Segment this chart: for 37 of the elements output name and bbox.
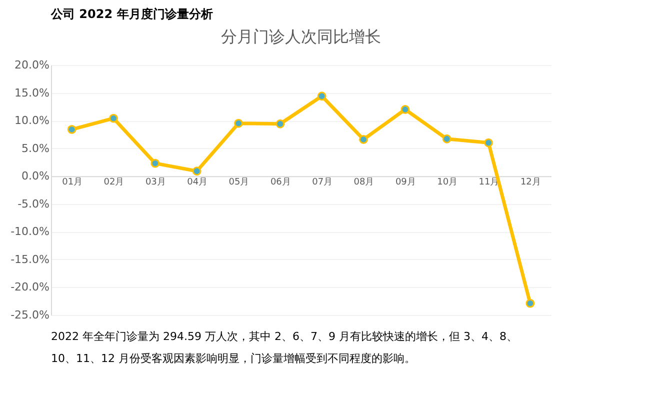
y-tick-label: -5.0% <box>18 197 50 210</box>
point <box>317 92 326 101</box>
y-tick-label: -10.0% <box>10 225 50 238</box>
point <box>484 138 493 148</box>
x-tick-label: 03月 <box>145 178 166 188</box>
x-tick-label: 09月 <box>395 178 416 188</box>
y-tick-label: -15.0% <box>10 252 50 266</box>
text: 2022 年全年门诊量为 294.59 万人次，其中 2、6、7、9 月有比较快速的增长，但 3、4、8、 <box>51 330 518 343</box>
x-tick-label: 05月 <box>228 178 250 188</box>
text: 10、11、12 月份受客观因素影响明显，门诊量增幅受到不同程度的影响。 <box>51 352 416 365</box>
point <box>192 166 202 176</box>
x-tick-label: 01月 <box>62 178 83 188</box>
x-tick-label: 08月 <box>354 178 374 188</box>
y-tick-label: 15.0% <box>14 86 50 100</box>
point <box>67 124 76 134</box>
x-tick-label: 04月 <box>187 178 208 188</box>
x-tick-label: 07月 <box>312 178 333 188</box>
point <box>400 104 410 114</box>
point <box>526 298 535 308</box>
y-tick-label: 20.0% <box>14 58 50 72</box>
y-tick-label: 0.0% <box>22 170 50 183</box>
y-tick-label: -20.0% <box>10 280 50 294</box>
point <box>442 134 452 144</box>
point <box>276 119 285 128</box>
point <box>234 118 243 128</box>
x-tick-label: 12月 <box>520 178 541 188</box>
point <box>109 114 118 123</box>
point <box>359 134 368 144</box>
x-tick-label: 10月 <box>437 178 458 188</box>
text: 公司 2022 年月度门诊量分析 <box>50 7 213 21</box>
x-tick-label: 02月 <box>104 178 124 188</box>
x-tick-label: 06月 <box>270 178 291 188</box>
y-tick-label: -25.0% <box>10 308 50 322</box>
point <box>150 158 160 168</box>
chart-title: 分月门诊人次同比增长 <box>221 27 381 46</box>
y-tick-label: 10.0% <box>14 114 50 128</box>
y-tick-label: 5.0% <box>22 142 50 155</box>
